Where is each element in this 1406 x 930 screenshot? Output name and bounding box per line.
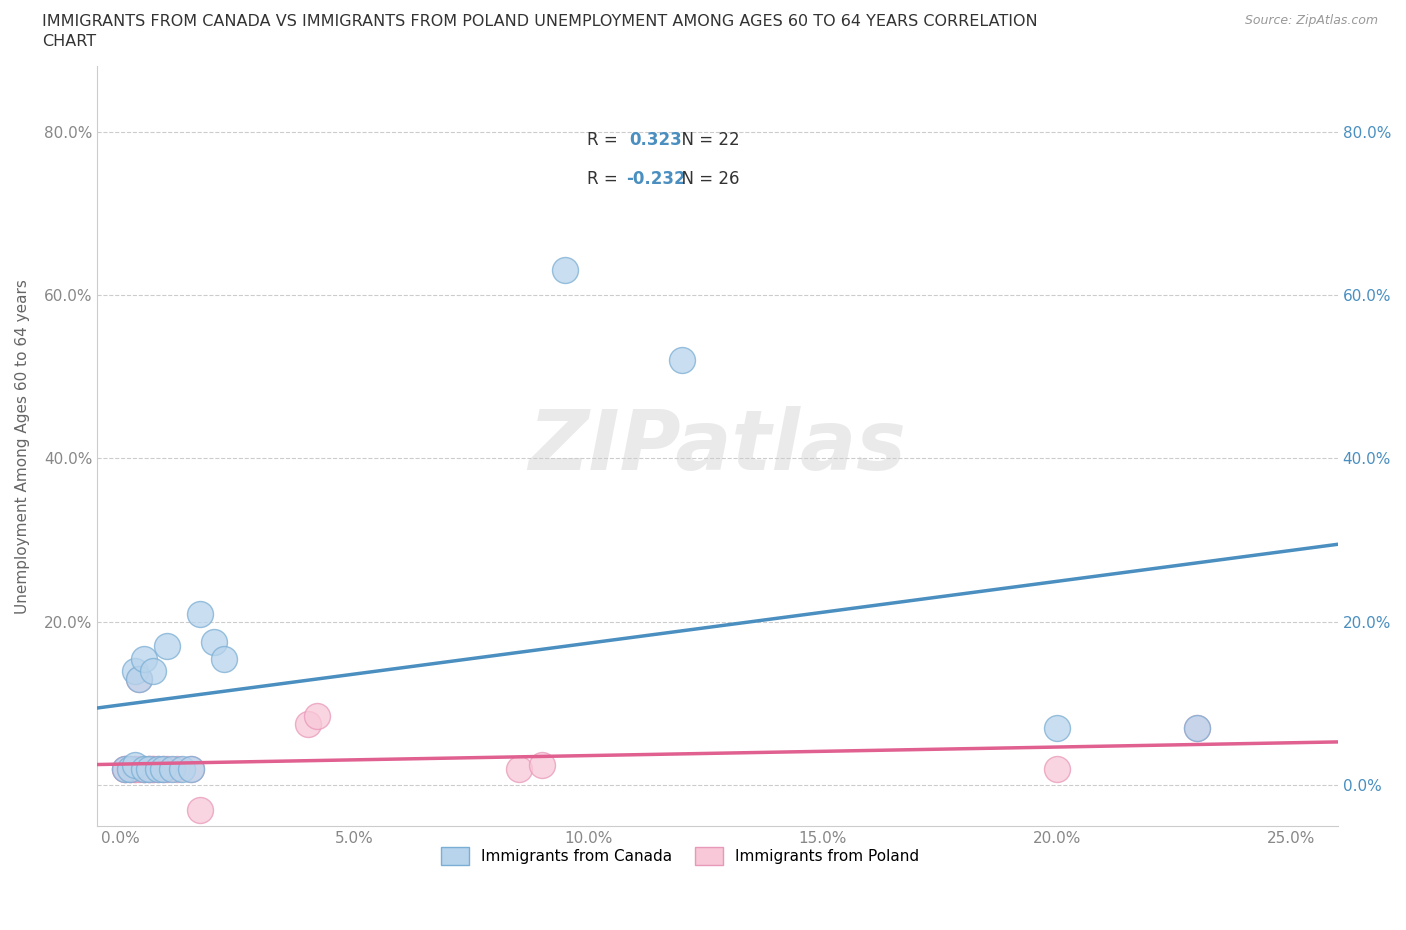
Text: IMMIGRANTS FROM CANADA VS IMMIGRANTS FROM POLAND UNEMPLOYMENT AMONG AGES 60 TO 6: IMMIGRANTS FROM CANADA VS IMMIGRANTS FRO… xyxy=(42,14,1038,29)
Text: N = 22: N = 22 xyxy=(671,131,740,150)
Point xyxy=(156,762,179,777)
Point xyxy=(297,716,319,731)
Text: Source: ZipAtlas.com: Source: ZipAtlas.com xyxy=(1244,14,1378,27)
Text: 0.323: 0.323 xyxy=(628,131,682,150)
Point xyxy=(132,762,155,777)
Point xyxy=(114,762,136,777)
Point xyxy=(114,762,136,777)
Point xyxy=(554,263,576,278)
Y-axis label: Unemployment Among Ages 60 to 64 years: Unemployment Among Ages 60 to 64 years xyxy=(15,279,30,614)
Point xyxy=(118,762,141,777)
Point xyxy=(156,639,179,654)
Point xyxy=(212,651,235,666)
Point xyxy=(152,762,174,777)
Point xyxy=(180,762,202,777)
Point xyxy=(146,762,169,777)
Point xyxy=(188,803,211,817)
Legend: Immigrants from Canada, Immigrants from Poland: Immigrants from Canada, Immigrants from … xyxy=(436,841,925,871)
Text: -0.232: -0.232 xyxy=(626,169,686,188)
Point xyxy=(508,762,530,777)
Point xyxy=(128,762,150,777)
Point xyxy=(124,762,146,777)
Point xyxy=(128,671,150,686)
Point xyxy=(124,663,146,678)
Point xyxy=(152,762,174,777)
Text: R =: R = xyxy=(586,131,628,150)
Point xyxy=(128,671,150,686)
Point xyxy=(1187,721,1209,736)
Point xyxy=(307,709,329,724)
Point xyxy=(180,762,202,777)
Point xyxy=(138,762,160,777)
Point xyxy=(166,762,188,777)
Point xyxy=(118,762,141,777)
Point xyxy=(132,762,155,777)
Point xyxy=(142,663,165,678)
Point xyxy=(124,762,146,777)
Text: R =: R = xyxy=(586,169,623,188)
Point xyxy=(114,762,136,777)
Point xyxy=(138,762,160,777)
Point xyxy=(124,757,146,772)
Point xyxy=(160,762,183,777)
Point xyxy=(1046,762,1069,777)
Point xyxy=(132,762,155,777)
Point xyxy=(118,762,141,777)
Point xyxy=(188,606,211,621)
Point xyxy=(1187,721,1209,736)
Text: ZIPatlas: ZIPatlas xyxy=(529,405,907,486)
Text: CHART: CHART xyxy=(42,34,96,49)
Text: N = 26: N = 26 xyxy=(671,169,740,188)
Point xyxy=(1046,721,1069,736)
Point xyxy=(142,762,165,777)
Point xyxy=(142,762,165,777)
Point xyxy=(132,651,155,666)
Point xyxy=(146,762,169,777)
Point xyxy=(138,762,160,777)
Point xyxy=(530,757,553,772)
Point xyxy=(671,352,693,367)
Point xyxy=(170,762,193,777)
Point xyxy=(202,635,225,650)
